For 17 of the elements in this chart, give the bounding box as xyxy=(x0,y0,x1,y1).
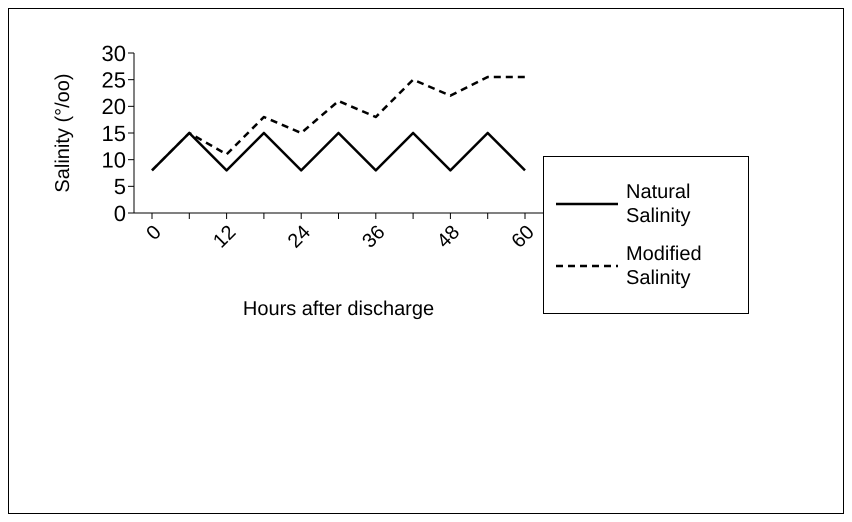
x-tick-label: 0 xyxy=(142,221,166,245)
x-tick-label: 36 xyxy=(358,221,390,253)
x-axis-title: Hours after discharge xyxy=(242,298,434,320)
y-tick-label: 15 xyxy=(102,120,126,146)
x-tick-label: 60 xyxy=(507,221,539,253)
y-tick-label: 30 xyxy=(102,40,126,66)
y-tick-label: 20 xyxy=(102,94,126,120)
legend-label: Natural Salinity xyxy=(626,180,692,228)
y-tick-label: 5 xyxy=(114,174,126,200)
y-axis-title: Salinity (°/oo) xyxy=(52,73,74,193)
legend-label: Modified Salinity xyxy=(626,242,703,290)
y-tick-label: 25 xyxy=(102,67,126,92)
x-tick-label: 12 xyxy=(209,221,240,253)
y-tick-label: 10 xyxy=(102,147,126,172)
y-tick-label: 0 xyxy=(114,200,126,226)
x-tick-label: 48 xyxy=(432,221,464,253)
x-tick-label: 24 xyxy=(284,221,315,253)
